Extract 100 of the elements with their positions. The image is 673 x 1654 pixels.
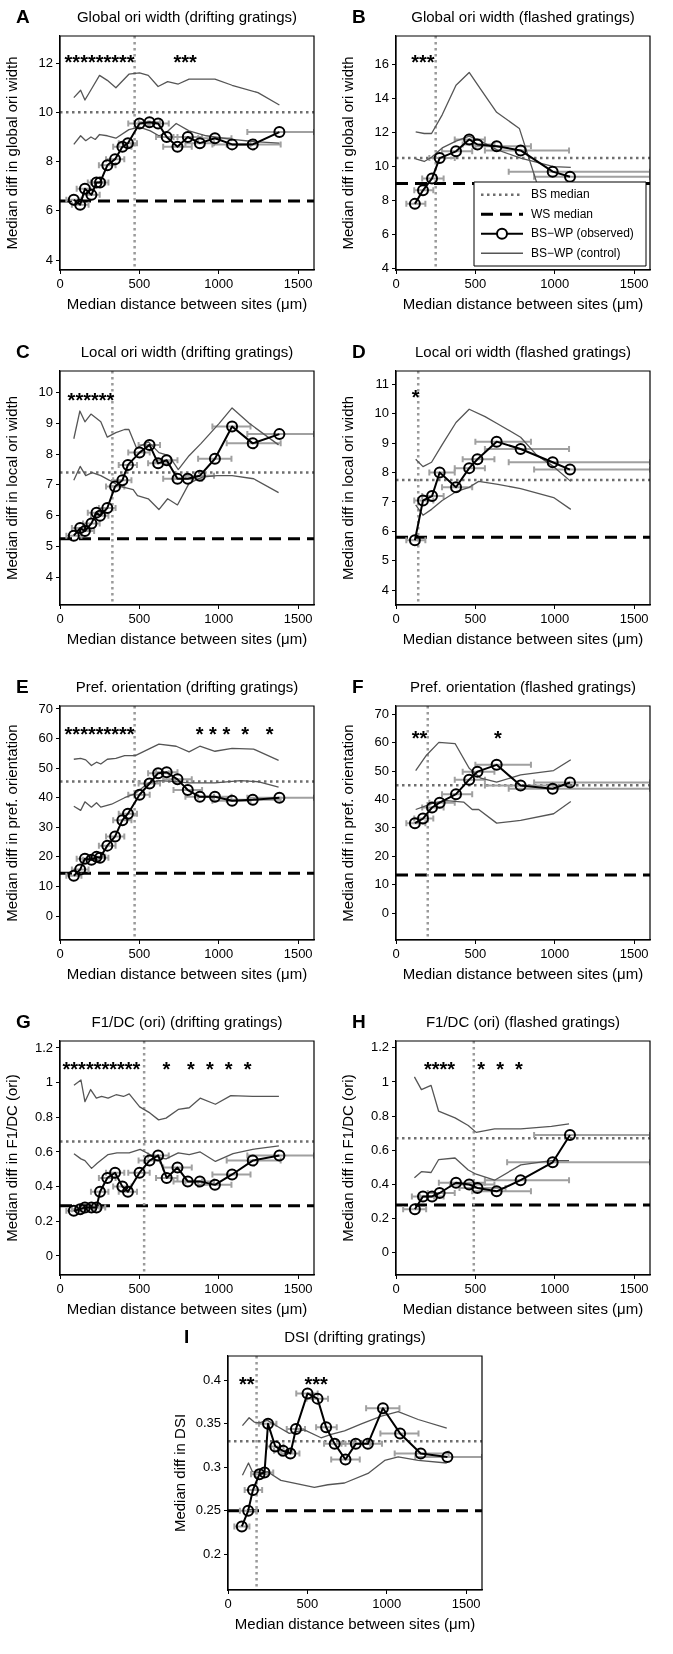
point: [273, 791, 286, 804]
point: [273, 1149, 286, 1162]
x-tick-label: 1000: [204, 276, 234, 292]
x-tick-label: 1000: [372, 1596, 402, 1612]
x-tick-label: 1500: [619, 276, 649, 292]
x-tick-label: 500: [128, 946, 151, 962]
point: [471, 765, 484, 778]
point: [116, 140, 129, 153]
y-tick-label: 1.2: [370, 1039, 389, 1055]
point: [94, 1185, 107, 1198]
x-tick-label: 1500: [451, 1596, 481, 1612]
point: [116, 1180, 129, 1193]
point: [133, 117, 146, 130]
point: [416, 812, 429, 825]
point: [160, 454, 173, 467]
y-tick-label: 11: [375, 375, 389, 391]
x-tick-label: 1500: [283, 946, 313, 962]
x-tick-label: 1500: [619, 611, 649, 627]
x-tick-label: 0: [56, 946, 64, 962]
point: [246, 793, 259, 806]
y-axis-title: Median diff in pref. orientation: [339, 724, 357, 922]
point: [109, 480, 122, 493]
point: [74, 863, 87, 876]
y-tick-label: 20: [38, 848, 53, 864]
point: [181, 130, 194, 143]
point: [171, 773, 184, 786]
y-tick-label: 4: [381, 259, 389, 275]
y-tick-label: 0.4: [202, 1371, 221, 1387]
x-tick-label: 1500: [283, 611, 313, 627]
point: [143, 1154, 156, 1167]
legend-label: BS−WP (control): [531, 245, 621, 260]
x-tick-label: 0: [56, 276, 64, 292]
point: [490, 758, 503, 771]
y-tick-label: 1: [381, 1073, 389, 1089]
y-tick-label: 0.3: [202, 1458, 221, 1474]
y-tick-label: 0.4: [34, 1178, 53, 1194]
y-tick-label: 0: [381, 1244, 389, 1260]
text: F: [352, 676, 364, 698]
x-tick-label: 0: [392, 611, 400, 627]
point: [171, 472, 184, 485]
y-tick-label: 10: [38, 878, 53, 894]
x-tick-label: 500: [464, 1281, 487, 1297]
legend-label: WS median: [531, 206, 594, 221]
point: [471, 1181, 484, 1194]
point: [376, 1402, 389, 1415]
y-tick-label: 50: [38, 759, 53, 775]
y-tick-label: 6: [381, 225, 389, 241]
x-tick-label: 500: [464, 611, 487, 627]
point: [416, 184, 429, 197]
point: [450, 481, 463, 494]
y-tick-label: 0.6: [34, 1143, 53, 1159]
point: [193, 790, 206, 803]
point: [490, 140, 503, 153]
y-tick-label: 0.35: [195, 1415, 221, 1431]
y-tick-label: 70: [374, 705, 389, 721]
point: [143, 116, 156, 129]
point: [311, 1392, 324, 1405]
x-tick-label: 500: [464, 946, 487, 962]
point: [90, 850, 103, 863]
y-tick-label: 5: [381, 552, 389, 568]
point: [361, 1437, 374, 1450]
y-tick-label: 10: [374, 158, 389, 174]
point: [269, 1440, 282, 1453]
y-axis-title: Median diff in local ori width: [339, 396, 357, 580]
point: [514, 144, 527, 157]
point: [563, 463, 576, 476]
text: H: [352, 1011, 366, 1033]
point: [226, 1168, 239, 1181]
point: [74, 198, 87, 211]
point: [90, 176, 103, 189]
chart-title: Global ori width (flashed gratings): [411, 8, 635, 26]
annotation: ** *: [411, 727, 502, 750]
point: [109, 153, 122, 166]
x-axis-title: Median distance between sites (μm): [66, 295, 308, 313]
point: [414, 1447, 427, 1460]
point: [208, 790, 221, 803]
y-tick-label: 30: [38, 818, 53, 834]
point: [121, 458, 134, 471]
point: [246, 1154, 259, 1167]
y-tick-label: 60: [374, 734, 389, 750]
x-axis-title: Median distance between sites (μm): [66, 965, 308, 983]
point: [349, 1437, 362, 1450]
annotation: ********* ***: [64, 51, 198, 74]
point: [289, 1423, 302, 1436]
point: [101, 159, 114, 172]
y-tick-label: 40: [374, 791, 389, 807]
point: [121, 807, 134, 820]
x-tick-label: 1000: [540, 276, 570, 292]
y-axis-title: Median diff in DSI: [171, 1413, 189, 1533]
point: [152, 457, 165, 470]
point: [320, 1421, 333, 1434]
point: [273, 428, 286, 441]
point: [152, 767, 165, 780]
point: [181, 472, 194, 485]
y-tick-label: 6: [45, 507, 53, 523]
point: [208, 1178, 221, 1191]
y-tick-label: 20: [374, 847, 389, 863]
point: [94, 509, 107, 522]
y-tick-label: 1.2: [34, 1039, 53, 1055]
point: [471, 138, 484, 151]
